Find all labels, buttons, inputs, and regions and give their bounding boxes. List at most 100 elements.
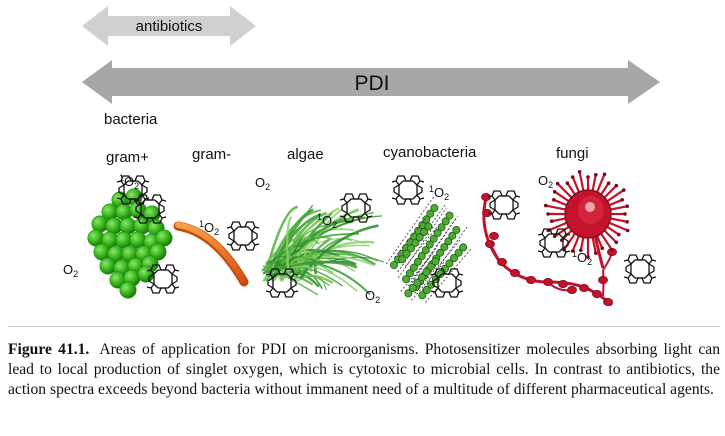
sporangium-ray bbox=[609, 217, 627, 223]
cyanobacteria-cell bbox=[429, 234, 438, 243]
oxygen-label: O2 bbox=[538, 173, 553, 190]
cyanobacteria-cell bbox=[454, 248, 463, 257]
sporangium-ray bbox=[546, 204, 567, 211]
algae-frond bbox=[264, 204, 314, 273]
coccus-cell bbox=[119, 281, 137, 299]
porphyrin-icon bbox=[226, 221, 260, 251]
cyanobacteria-cell bbox=[415, 233, 424, 242]
antibiotics-label: antibiotics bbox=[136, 18, 203, 35]
sheath-line bbox=[400, 251, 435, 292]
cyanobacteria-cell bbox=[409, 263, 418, 272]
spore bbox=[610, 248, 614, 252]
sheath-line bbox=[405, 226, 438, 267]
algae-frond bbox=[270, 209, 322, 265]
sporangium-ray bbox=[552, 217, 567, 223]
spore bbox=[623, 212, 627, 216]
algae-frond bbox=[265, 224, 330, 273]
cyanobacteria-cell bbox=[425, 240, 434, 249]
algae-frond bbox=[262, 260, 358, 275]
spore bbox=[606, 181, 611, 185]
algae-frond bbox=[268, 259, 371, 296]
spore bbox=[594, 251, 598, 255]
oxygen-label: O2 bbox=[63, 262, 78, 279]
spore bbox=[617, 232, 621, 237]
sporangium-ray bbox=[557, 183, 574, 200]
cyanobacteria-cell bbox=[417, 273, 426, 282]
cyanobacteria-cell bbox=[431, 257, 440, 266]
hyphal-cell bbox=[567, 285, 577, 294]
sporangium-ray bbox=[602, 185, 617, 200]
cyanobacteria-cell bbox=[433, 228, 442, 237]
spore bbox=[602, 172, 607, 177]
hyphal-cell bbox=[510, 268, 520, 277]
hyphal-cell bbox=[592, 289, 602, 298]
spore bbox=[594, 173, 598, 177]
spore bbox=[625, 228, 630, 233]
gram-negative-label: gram- bbox=[192, 146, 231, 163]
sporangium-ray bbox=[578, 172, 585, 193]
hyphal-cell bbox=[598, 275, 608, 284]
singlet-oxygen-label: 1O2 bbox=[429, 184, 449, 202]
sheath-line bbox=[411, 260, 446, 301]
algae-frond bbox=[299, 224, 379, 279]
spore bbox=[555, 181, 560, 186]
cyanobacteria-cell bbox=[413, 257, 422, 266]
spore bbox=[622, 188, 626, 192]
spore bbox=[620, 198, 624, 202]
algae-frond bbox=[262, 265, 319, 296]
sporangium-ray bbox=[591, 175, 597, 193]
cyanobacteria-cell bbox=[422, 267, 431, 276]
gram-negative-rod bbox=[173, 221, 249, 287]
cyanobacteria-cell bbox=[402, 249, 411, 258]
spore bbox=[586, 255, 590, 259]
fungi-label: fungi bbox=[556, 145, 589, 162]
sporangium-ray bbox=[595, 174, 606, 195]
cyanobacteria-cell bbox=[426, 262, 435, 271]
algae-frond bbox=[267, 205, 299, 264]
singlet-oxygen-label: 1O2 bbox=[119, 173, 139, 191]
singlet-oxygen-label: 1O2 bbox=[199, 219, 219, 237]
porphyrin-icon bbox=[487, 190, 521, 220]
oxygen-label: O2 bbox=[365, 288, 380, 305]
cyanobacteria-cell bbox=[422, 285, 431, 294]
cyanobacteria-cell bbox=[417, 251, 426, 260]
hyphal-cell bbox=[489, 231, 499, 240]
cyanobacteria-cell bbox=[411, 238, 420, 247]
bacteria-label: bacteria bbox=[104, 111, 158, 128]
antibiotics-arrow bbox=[82, 6, 256, 46]
cyanobacteria-cell bbox=[424, 222, 433, 231]
coccus-cell bbox=[149, 243, 167, 261]
sporangium-ray bbox=[607, 221, 628, 232]
sporangium-ray bbox=[554, 191, 571, 203]
cyanobacteria-cell bbox=[398, 255, 407, 264]
sporangium-ray bbox=[605, 189, 624, 203]
hyphal-cell bbox=[485, 239, 495, 248]
sporangium-ray bbox=[548, 221, 569, 232]
pdi-application-diagram: antibiotics PDI bacteria gram+ gram- alg… bbox=[63, 6, 660, 307]
pdi-label: PDI bbox=[354, 72, 389, 95]
cyanobacteria-cell bbox=[445, 211, 454, 220]
spore bbox=[570, 175, 575, 179]
sporangium-ray bbox=[599, 183, 609, 197]
sporangium-ray bbox=[605, 225, 619, 235]
figure-caption: Figure 41.1. Areas of application for PDI… bbox=[8, 340, 720, 400]
hyphal-cell bbox=[497, 257, 507, 266]
cyanobacteria-cell bbox=[437, 223, 446, 232]
hyphal-cell bbox=[603, 297, 613, 306]
cyanobacteria-cell bbox=[418, 291, 427, 300]
cyanobacteria-cell bbox=[421, 246, 430, 255]
cyanobacteria-cell bbox=[444, 237, 453, 246]
cyanobacteria-cell bbox=[405, 269, 414, 278]
spore bbox=[565, 181, 570, 185]
oxygen-labels: 1O2 O2 1O2 O2 1O2 O2 1O2 O2 1O2 bbox=[63, 173, 592, 305]
spore bbox=[614, 183, 619, 188]
hyphal-cell bbox=[579, 283, 589, 292]
sporangium-ray bbox=[607, 199, 622, 207]
spore bbox=[549, 219, 554, 223]
fungi-sporangium bbox=[481, 170, 630, 307]
spore bbox=[552, 198, 556, 202]
sheath-line bbox=[419, 225, 469, 295]
cyanobacteria-cell bbox=[420, 227, 429, 236]
hyphal-cell bbox=[482, 208, 492, 217]
porphyrin-icon bbox=[391, 175, 425, 205]
